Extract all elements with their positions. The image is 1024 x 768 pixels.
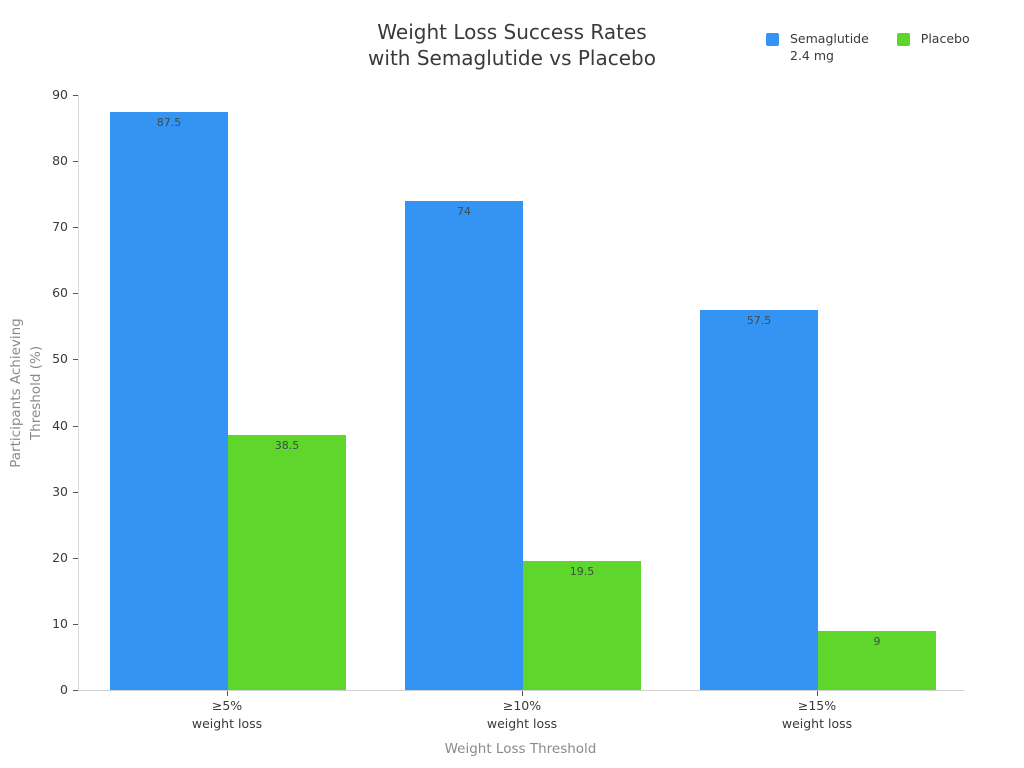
y-tick-mark: [73, 690, 78, 691]
y-tick-label-0: 0: [60, 682, 68, 697]
x-tick-label-10pct: ≥10% weight loss: [486, 698, 558, 731]
bar-value-label: 87.5: [156, 115, 182, 129]
y-tick-mark: [73, 557, 78, 559]
bar-semaglutide-5pct: 87.5: [110, 111, 228, 690]
x-tick-label-5pct: ≥5% weight loss: [191, 698, 263, 731]
y-tick-label-10: 10: [52, 615, 68, 631]
y-tick-mark: [73, 425, 78, 427]
x-tick-mark: [817, 691, 818, 696]
x-tick-label-15pct: ≥15% weight loss: [781, 698, 853, 731]
x-tick-mark: [522, 691, 523, 696]
plot-area: 87.5 74 57.5 38.5 19.5 9: [78, 95, 964, 691]
y-tick-mark: [73, 293, 78, 295]
legend-item-placebo: Placebo: [896, 30, 970, 47]
y-tick-label-50: 50: [52, 351, 68, 367]
chart-legend: Semaglutide 2.4 mg Placebo: [766, 30, 970, 64]
legend-item-semaglutide: Semaglutide 2.4 mg: [766, 30, 869, 64]
y-tick-label-20: 20: [52, 549, 68, 565]
legend-swatch-semaglutide: [766, 33, 779, 46]
y-tick-mark: [73, 161, 78, 163]
bar-value-label: 9: [873, 634, 881, 648]
bar-value-label: 19.5: [569, 565, 595, 579]
y-tick-label-80: 80: [52, 153, 68, 169]
bar-semaglutide-10pct: 74: [405, 200, 523, 690]
y-tick-label-70: 70: [52, 219, 68, 235]
legend-label-semaglutide: Semaglutide 2.4 mg: [790, 31, 869, 63]
x-tick-mark: [227, 691, 228, 696]
y-tick-mark: [73, 359, 78, 361]
legend-label-placebo: Placebo: [920, 31, 970, 46]
y-tick-mark: [73, 623, 78, 625]
y-tick-mark: [73, 491, 78, 493]
bar-placebo-15pct: 9: [818, 630, 936, 690]
bar-value-label: 57.5: [746, 313, 772, 327]
y-tick-mark: [73, 227, 78, 229]
legend-swatch-placebo: [896, 33, 910, 46]
x-axis-title: Weight Loss Threshold: [444, 741, 597, 757]
y-tick-label-60: 60: [52, 285, 68, 301]
bar-value-label: 74: [457, 204, 471, 218]
y-tick-label-30: 30: [52, 483, 68, 499]
bar-value-label: 38.5: [274, 439, 300, 453]
y-tick-label-40: 40: [52, 417, 68, 433]
y-axis-title: Participants Achieving Threshold (%): [8, 318, 44, 468]
y-tick-label-90: 90: [52, 87, 68, 102]
bar-placebo-5pct: 38.5: [228, 435, 346, 690]
y-tick-mark: [73, 95, 78, 96]
bar-placebo-10pct: 19.5: [523, 561, 641, 690]
chart-title: Weight Loss Success Rates with Semagluti…: [368, 20, 656, 70]
bar-semaglutide-15pct: 57.5: [700, 309, 818, 690]
